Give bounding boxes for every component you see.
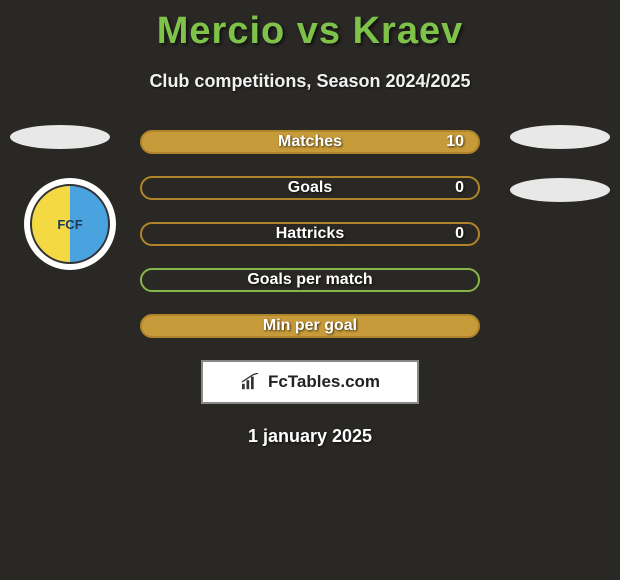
date-text: 1 january 2025 [0, 426, 620, 447]
stat-label: Goals [288, 179, 332, 197]
stat-bar: Goals 0 [140, 176, 480, 200]
page-title: Mercio vs Kraev [0, 0, 620, 53]
stat-value: 10 [446, 133, 464, 151]
stat-label: Min per goal [263, 317, 357, 335]
stat-value: 0 [455, 179, 464, 197]
stat-row-hattricks: Hattricks 0 [0, 222, 620, 246]
stat-row-goals-per-match: Goals per match [0, 268, 620, 292]
stat-row-goals: Goals 0 [0, 176, 620, 200]
stat-row-matches: Matches 10 [0, 130, 620, 154]
brand-text: FcTables.com [268, 372, 380, 392]
stat-row-min-per-goal: Min per goal [0, 314, 620, 338]
chart-icon [240, 373, 262, 391]
stat-label: Hattricks [276, 225, 344, 243]
stat-bar: Matches 10 [140, 130, 480, 154]
stat-bar: Hattricks 0 [140, 222, 480, 246]
stat-bar: Goals per match [140, 268, 480, 292]
stat-label: Matches [278, 133, 342, 151]
stat-value: 0 [455, 225, 464, 243]
subtitle: Club competitions, Season 2024/2025 [0, 71, 620, 92]
brand-box[interactable]: FcTables.com [201, 360, 419, 404]
stat-label: Goals per match [247, 271, 372, 289]
stat-bar: Min per goal [140, 314, 480, 338]
stats-container: Matches 10 Goals 0 Hattricks 0 Goals per… [0, 130, 620, 338]
